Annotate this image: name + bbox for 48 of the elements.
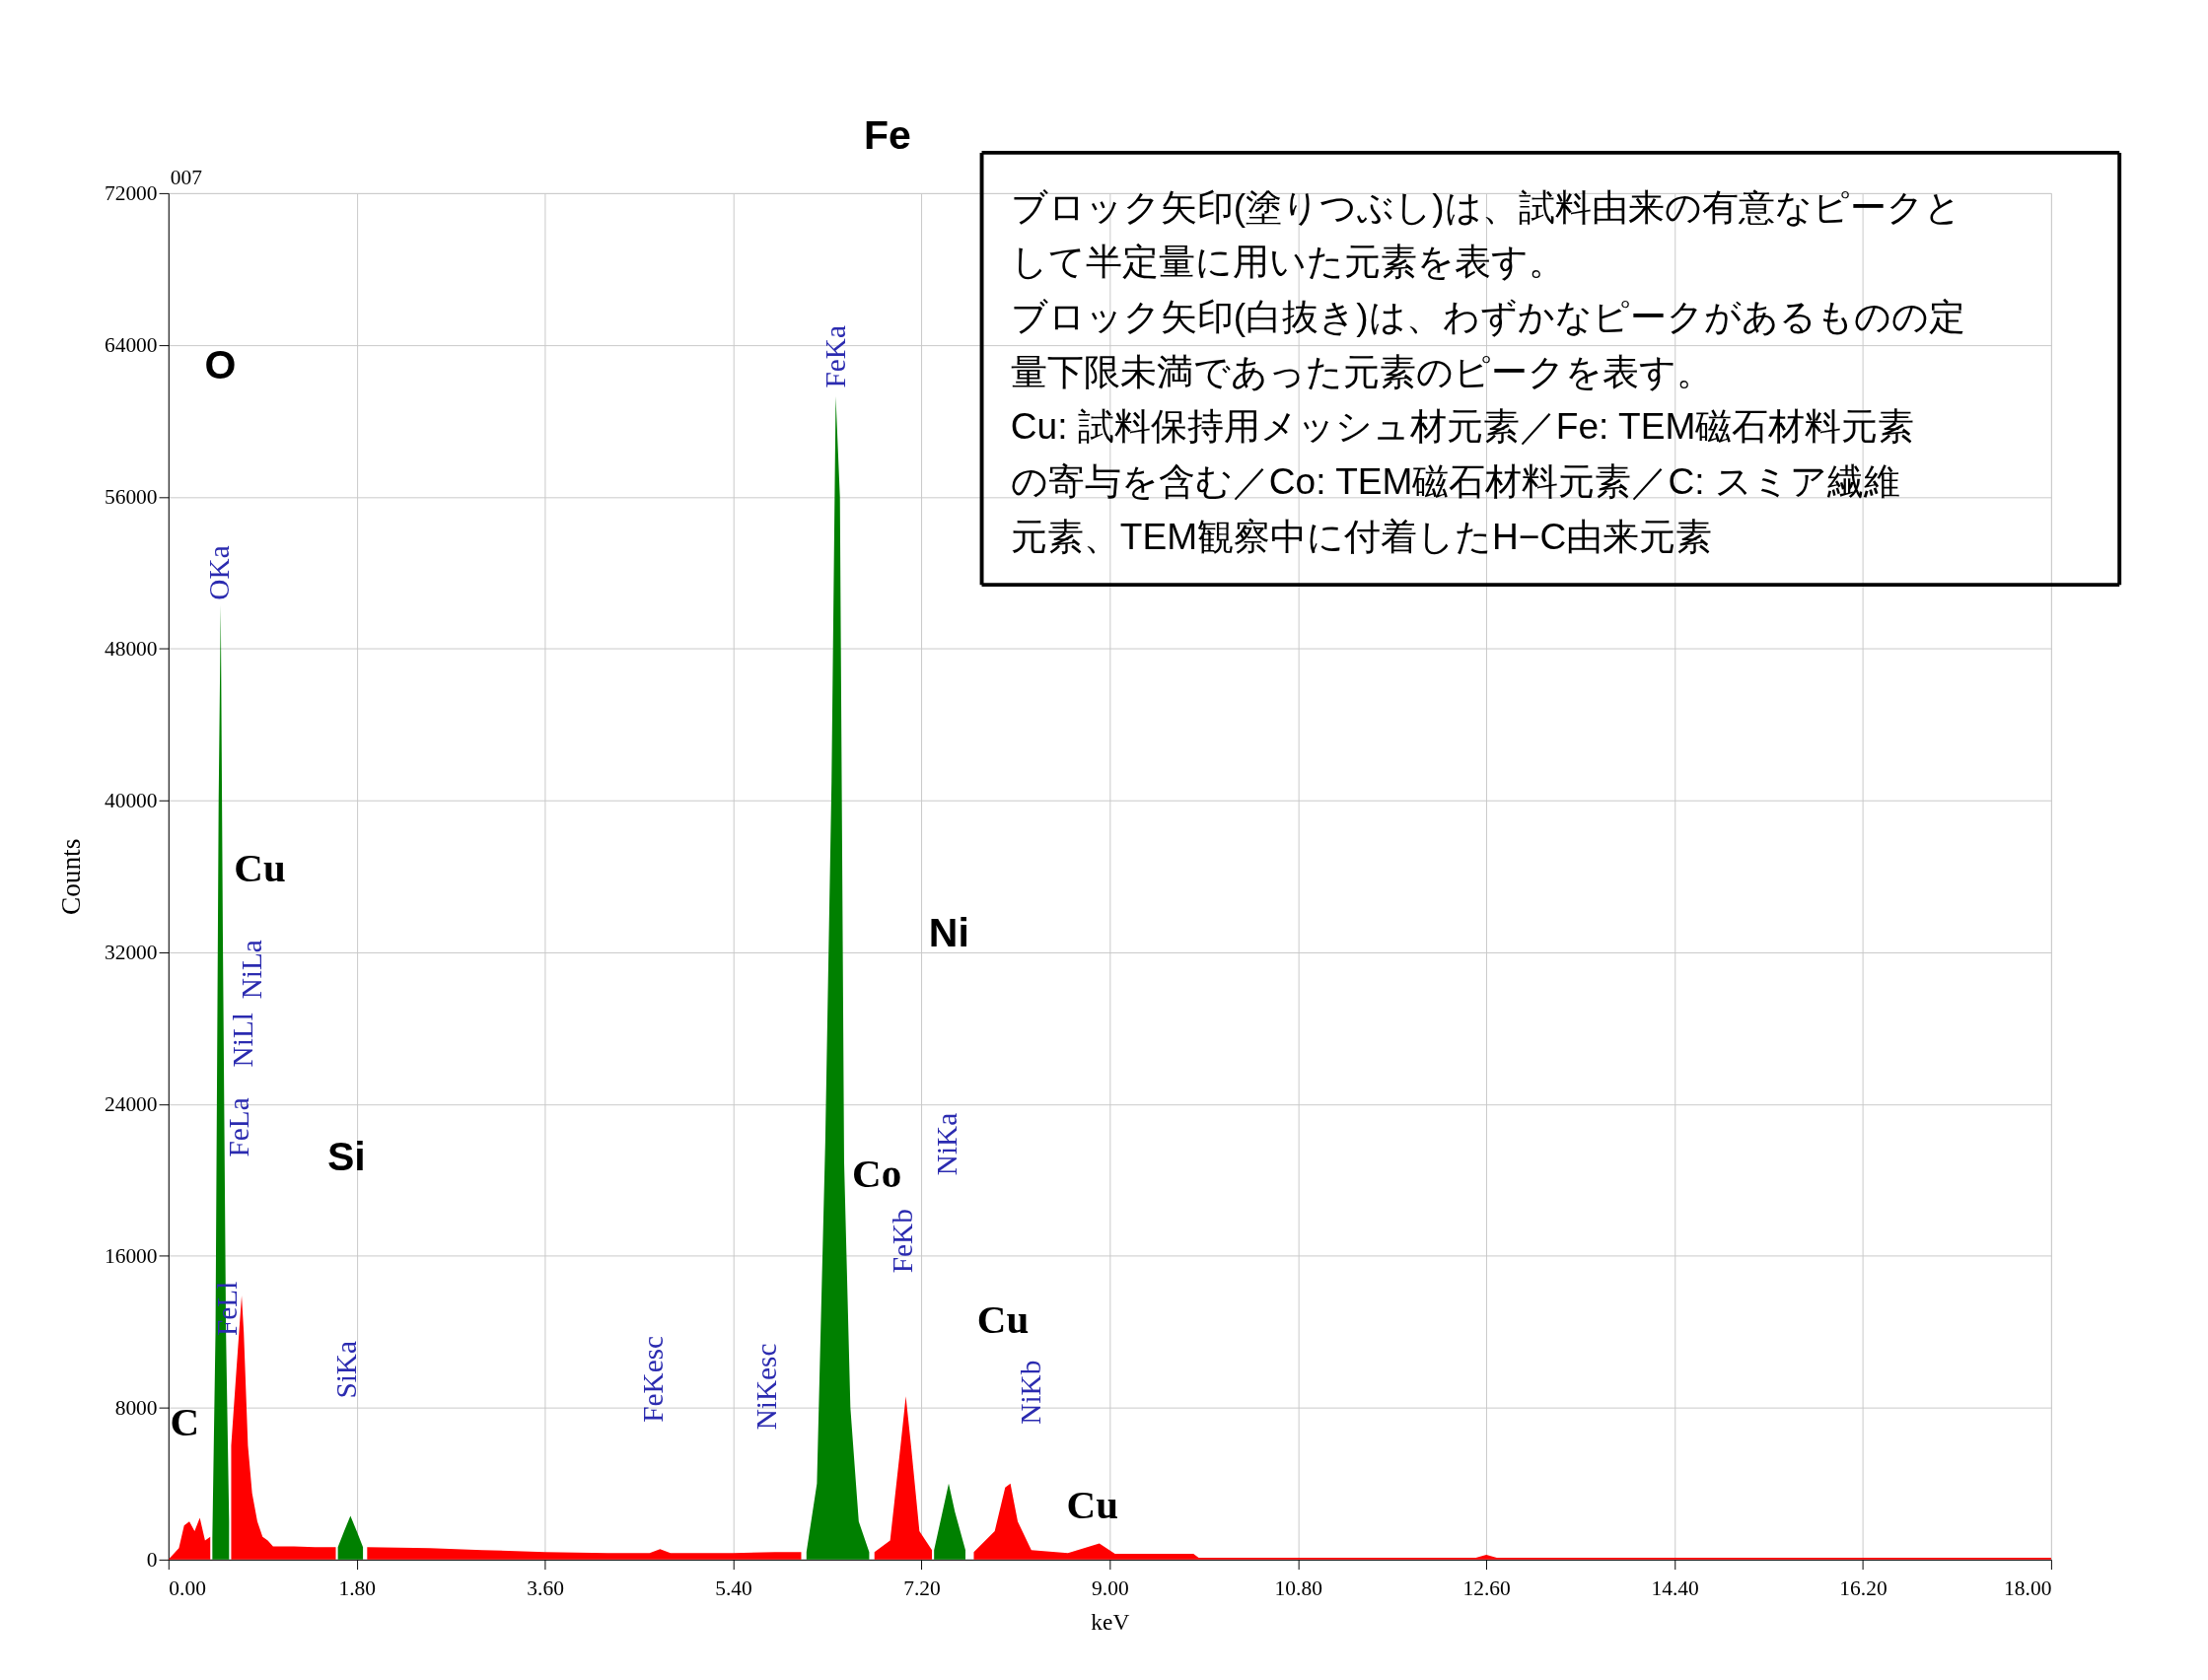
annotation: ブロック矢印(白抜き)は、わずかなピークがあるものの定量下限未満であった元素のピークを表す。 (1010, 296, 1965, 392)
x-tick-label: 16.20 (1839, 1576, 1887, 1601)
y-tick-label: 48000 (104, 637, 158, 662)
y-tick-label: 64000 (104, 333, 158, 358)
x-tick-label: 12.60 (1462, 1576, 1511, 1601)
y-tick-label: 40000 (104, 789, 158, 813)
text: 007 (170, 166, 203, 190)
y-axis-title: Counts (55, 838, 86, 916)
x-axis-title: keV (1091, 1608, 1130, 1635)
x-tick-label: 3.60 (527, 1576, 564, 1601)
annotation: FeKb (887, 1209, 919, 1274)
annotation: SiKa (330, 1341, 363, 1399)
annotation: Si (327, 1133, 366, 1179)
annotation: Cu (1066, 1482, 1118, 1528)
annotation: O (204, 341, 237, 387)
annotation: FeLl (211, 1281, 244, 1336)
y-tick-label: 0 (146, 1548, 158, 1573)
annotation: NiKesc (749, 1343, 782, 1431)
x-tick-label: 9.00 (1092, 1576, 1129, 1601)
x-tick-label: 5.40 (715, 1576, 752, 1601)
annotation: OKa (203, 545, 236, 600)
x-tick-label: 7.20 (903, 1576, 941, 1601)
annotation: Cu (234, 844, 286, 890)
annotation: FeKesc (637, 1335, 670, 1423)
annotation: NiKa (931, 1112, 963, 1176)
y-tick-label: 24000 (104, 1092, 158, 1117)
y-tick-label: 16000 (104, 1244, 158, 1269)
annotation: ブロック矢印(塗りつぶし)は、試料由来の有意なピークとして半定量に用いた元素を表す。 (1010, 185, 1961, 283)
x-tick-label: 18.00 (2004, 1576, 2052, 1601)
y-tick-label: 72000 (104, 181, 158, 206)
annotation: FeLa (222, 1097, 254, 1157)
annotation: C (170, 1399, 200, 1445)
annotation: NiLl (226, 1013, 258, 1068)
annotation: Co (852, 1150, 902, 1196)
x-tick-label: 14.40 (1651, 1576, 1699, 1601)
y-tick-label: 56000 (104, 485, 158, 510)
x-tick-label: 10.80 (1274, 1576, 1322, 1601)
annotation: NiKb (1015, 1360, 1047, 1425)
y-tick-label: 8000 (114, 1396, 158, 1421)
annotation: Cu (976, 1296, 1030, 1343)
y-tick-label: 32000 (104, 941, 158, 965)
text: Fe (863, 112, 911, 159)
annotation: FeKa (819, 325, 851, 388)
annotation: NiLa (236, 940, 268, 1000)
annotation: Cu: 試料保持用メッシュ材元素／Fe: TEM磁石材料元素の寄与を含む／Co: TEM磁石材料元素／C: スミア繊維元素、TEM観察中に付着したH−C由来元素 (1010, 405, 1915, 557)
x-tick-label: 1.80 (338, 1576, 376, 1601)
x-tick-label: 0.00 (169, 1576, 206, 1601)
annotation: Ni (928, 909, 969, 955)
